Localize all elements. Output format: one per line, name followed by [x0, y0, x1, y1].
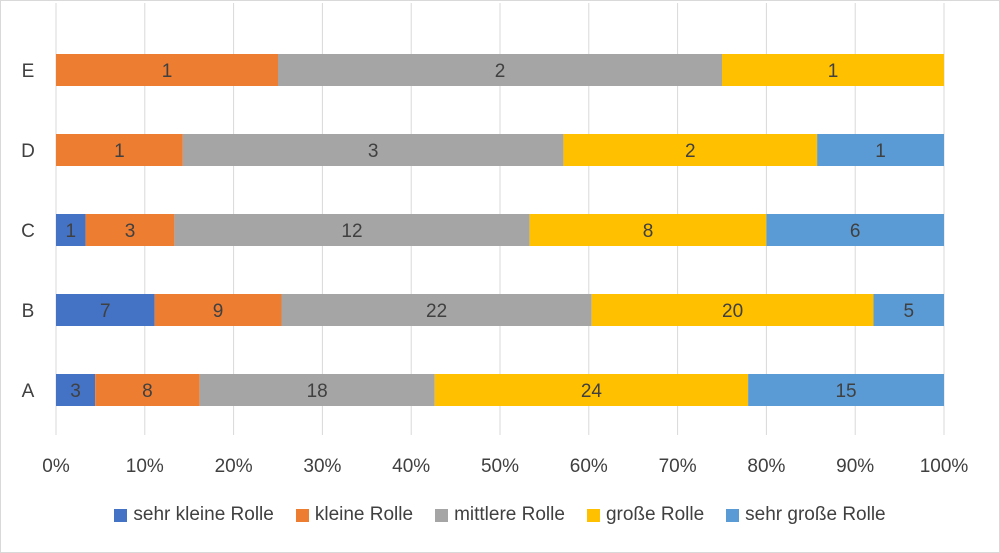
bar-segment — [722, 54, 944, 86]
x-tick-label: 70% — [659, 456, 697, 477]
data-label: 24 — [581, 381, 603, 402]
legend-label: mittlere Rolle — [454, 504, 565, 525]
data-label: 18 — [307, 381, 328, 402]
legend-label: kleine Rolle — [314, 504, 414, 525]
legend-swatch — [295, 508, 309, 522]
data-label: 15 — [835, 381, 856, 402]
x-tick-label: 100% — [920, 456, 969, 477]
legend-label: sehr kleine Rolle — [133, 504, 274, 525]
legend-swatch — [435, 508, 449, 522]
data-label: 1 — [162, 61, 173, 82]
data-label: 3 — [70, 381, 81, 402]
bar-segment — [563, 134, 818, 166]
x-tick-label: 60% — [570, 456, 608, 477]
data-label: 22 — [426, 301, 447, 322]
legend-item: mittlere Rolle — [435, 504, 565, 526]
y-category-label: C — [21, 221, 35, 242]
bar-segment — [85, 214, 175, 246]
bar-segment — [174, 214, 530, 246]
y-category-label: E — [22, 61, 35, 82]
data-label: 12 — [341, 221, 362, 242]
x-tick-label: 90% — [836, 456, 874, 477]
data-label: 3 — [368, 141, 379, 162]
data-label: 8 — [643, 221, 654, 242]
bar-segment — [56, 294, 155, 326]
legend-swatch — [726, 508, 740, 522]
bar-segment — [199, 374, 435, 406]
legend-label: sehr große Rolle — [745, 504, 886, 525]
x-tick-label: 30% — [303, 456, 341, 477]
legend-item: große Rolle — [586, 504, 705, 526]
bar-segment — [56, 134, 183, 166]
bar-segment — [529, 214, 767, 246]
legend-label: große Rolle — [605, 504, 705, 525]
bar-segment — [182, 134, 564, 166]
bar-segment — [95, 374, 200, 406]
legend-swatch — [114, 508, 128, 522]
data-label: 1 — [114, 141, 125, 162]
bar-segment — [817, 134, 944, 166]
legend-item: sehr kleine Rolle — [114, 504, 274, 526]
bar-segment — [56, 54, 278, 86]
bar-segment — [281, 294, 592, 326]
bar-segment — [56, 214, 86, 246]
x-tick-label: 40% — [392, 456, 430, 477]
bar-segment — [591, 294, 874, 326]
bar-segment — [434, 374, 749, 406]
y-category-label: A — [22, 381, 35, 402]
data-label: 20 — [722, 301, 743, 322]
data-label: 2 — [685, 141, 696, 162]
data-label: 1 — [875, 141, 886, 162]
chart-legend: sehr kleine Rolle kleine Rolle mittlere Ro… — [1, 504, 999, 526]
data-label: 3 — [125, 221, 136, 242]
data-label: 1 — [828, 61, 839, 82]
data-label: 8 — [142, 381, 153, 402]
data-label: 6 — [850, 221, 861, 242]
legend-item: sehr große Rolle — [726, 504, 886, 526]
data-label: 2 — [495, 61, 506, 82]
bar-segment — [766, 214, 944, 246]
x-tick-label: 50% — [481, 456, 519, 477]
data-label: 7 — [100, 301, 111, 322]
x-tick-label: 20% — [215, 456, 253, 477]
bar-segment — [748, 374, 944, 406]
y-category-label: D — [21, 141, 35, 162]
bar-segment — [278, 54, 722, 86]
data-label: 5 — [903, 301, 914, 322]
bar-segment — [873, 294, 944, 326]
bar-segment — [56, 374, 96, 406]
bar-segment — [154, 294, 282, 326]
x-tick-label: 0% — [42, 456, 70, 477]
legend-item: kleine Rolle — [295, 504, 414, 526]
legend-swatch — [586, 508, 600, 522]
x-tick-label: 10% — [126, 456, 164, 477]
data-label: 9 — [213, 301, 224, 322]
x-tick-label: 80% — [747, 456, 785, 477]
y-category-label: B — [22, 301, 35, 322]
data-label: 1 — [66, 221, 77, 242]
